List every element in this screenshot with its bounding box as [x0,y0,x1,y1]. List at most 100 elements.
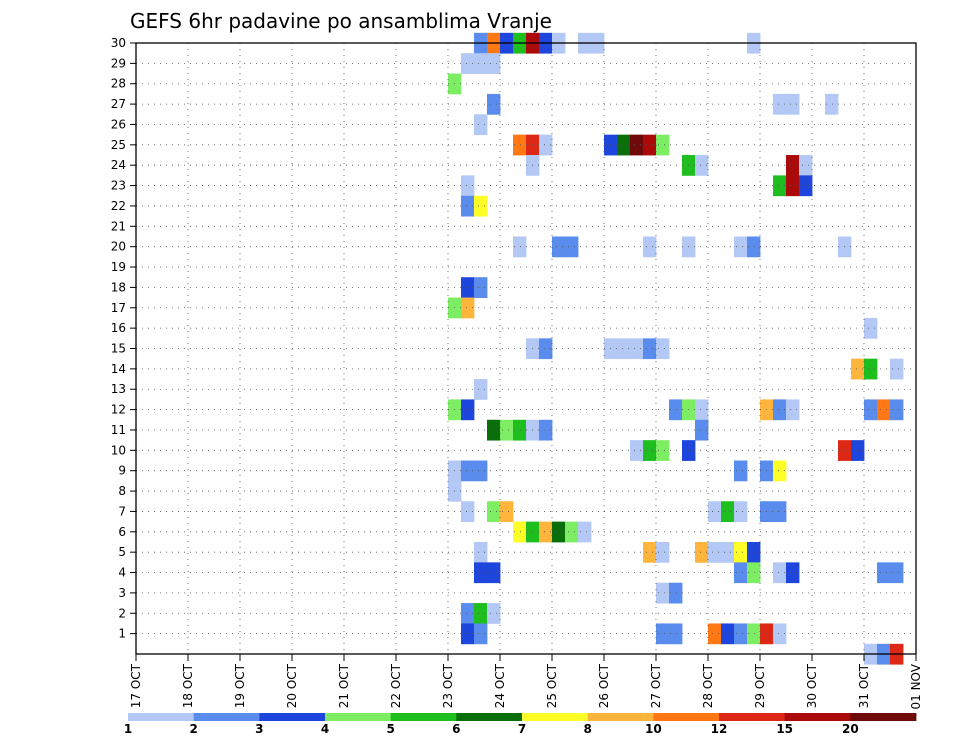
heatmap-cell [461,297,475,319]
x-tick-label: 18 OCT [181,663,195,708]
colorbar-tick-label: 5 [386,722,394,736]
heatmap-cell [474,53,488,74]
heatmap-cell [461,399,475,421]
colorbar-segment [259,713,326,721]
heatmap-cell [786,175,800,197]
y-tick-label: 30 [111,36,126,50]
y-tick-label: 26 [111,117,126,131]
x-tick-label: 21 OCT [337,663,351,708]
heatmap-cell [721,623,735,645]
colorbar-tick-label: 2 [189,722,197,736]
heatmap-cell [773,623,787,645]
heatmap-cell [734,623,748,645]
heatmap-cell [474,541,488,563]
heatmap-cell [734,541,748,563]
heatmap-cell [487,419,501,441]
heatmap-cell [487,53,501,74]
heatmap-cell [708,623,722,645]
x-tick-label: 24 OCT [493,663,507,708]
colorbar-tick-label: 1 [124,722,132,736]
heatmap-cell [864,399,878,421]
heatmap-cell [474,195,488,217]
heatmap-cell [786,399,800,421]
heatmap-cell [565,521,579,543]
heatmap-cell [734,460,748,482]
x-tick-label: 26 OCT [597,663,611,708]
heatmap-cell [539,338,553,360]
heatmap-cell [734,562,748,584]
y-tick-label: 2 [118,606,126,620]
colorbar-segment [719,713,786,721]
y-tick-label: 17 [111,301,126,315]
heatmap-cell [539,134,553,156]
heatmap-cell [461,175,475,197]
heatmap-cell [643,338,657,360]
heatmap-cell [734,236,748,258]
colorbar-segment [587,713,654,721]
y-tick-label: 10 [111,443,126,457]
heatmap-cell [747,562,761,584]
heatmap-cell [630,134,644,156]
heatmap-cell [864,317,878,339]
y-tick-label: 3 [118,586,126,600]
heatmap-cell [474,562,488,584]
heatmap-cell [565,236,579,258]
colorbar-tick-label: 10 [645,722,662,736]
chart-title: GEFS 6hr padavine po ansamblima Vranje [130,9,552,33]
heatmap-cell [474,603,488,624]
x-tick-label: 28 OCT [701,663,715,708]
x-tick-label: 29 OCT [753,663,767,708]
colorbar-segment [390,713,457,721]
heatmap-cell [773,399,787,421]
heatmap-cell [656,134,670,156]
heatmap-cell [786,93,800,115]
y-axis-ticks: 1234567891011121314151617181920212223242… [111,36,136,641]
y-tick-label: 6 [118,525,126,539]
heatmap-cell [799,175,813,197]
y-tick-label: 27 [111,97,126,111]
colorbar-segment [456,713,523,721]
heatmap-cell [474,460,488,482]
colorbar-segment [522,713,589,721]
heatmap-cell [773,501,787,523]
colorbar-tick-label: 12 [711,722,728,736]
y-tick-label: 18 [111,280,126,294]
heatmap-cell [461,501,475,523]
heatmap-cell [578,521,592,543]
x-tick-label: 20 OCT [285,663,299,708]
heatmap-cell [461,195,475,217]
heatmap-cell [708,501,722,523]
heatmap-cell [461,603,475,624]
heatmap-cell [656,338,670,360]
x-tick-label: 23 OCT [441,663,455,708]
heatmap-cell [630,338,644,360]
heatmap-cell [695,399,709,421]
heatmap-cell [461,277,475,298]
heatmap-cell [890,358,904,380]
x-tick-label: 30 OCT [805,663,819,708]
heatmap-cell [708,541,722,563]
heatmap-cell [825,93,839,115]
heatmap-cell [656,541,670,563]
heatmap-cell [747,623,761,645]
heatmap-cell [617,338,631,360]
y-tick-label: 1 [118,627,126,641]
heatmap-cell [552,521,566,543]
heatmap-cell [799,155,813,176]
y-tick-label: 29 [111,56,126,70]
heatmap-cell [786,155,800,176]
y-tick-label: 24 [111,158,126,172]
heatmap-cell [643,134,657,156]
colorbar-segment [325,713,392,721]
colorbar-tick-label: 8 [583,722,591,736]
y-tick-label: 28 [111,77,126,91]
heatmap-cell [656,623,670,645]
heatmap-cell [773,460,787,482]
grid-lines [136,43,916,654]
heatmap-cell [747,236,761,258]
colorbar-segment [850,713,917,721]
heatmap-cell [617,134,631,156]
heatmap-cell [669,623,683,645]
heatmap-cells [448,32,904,665]
